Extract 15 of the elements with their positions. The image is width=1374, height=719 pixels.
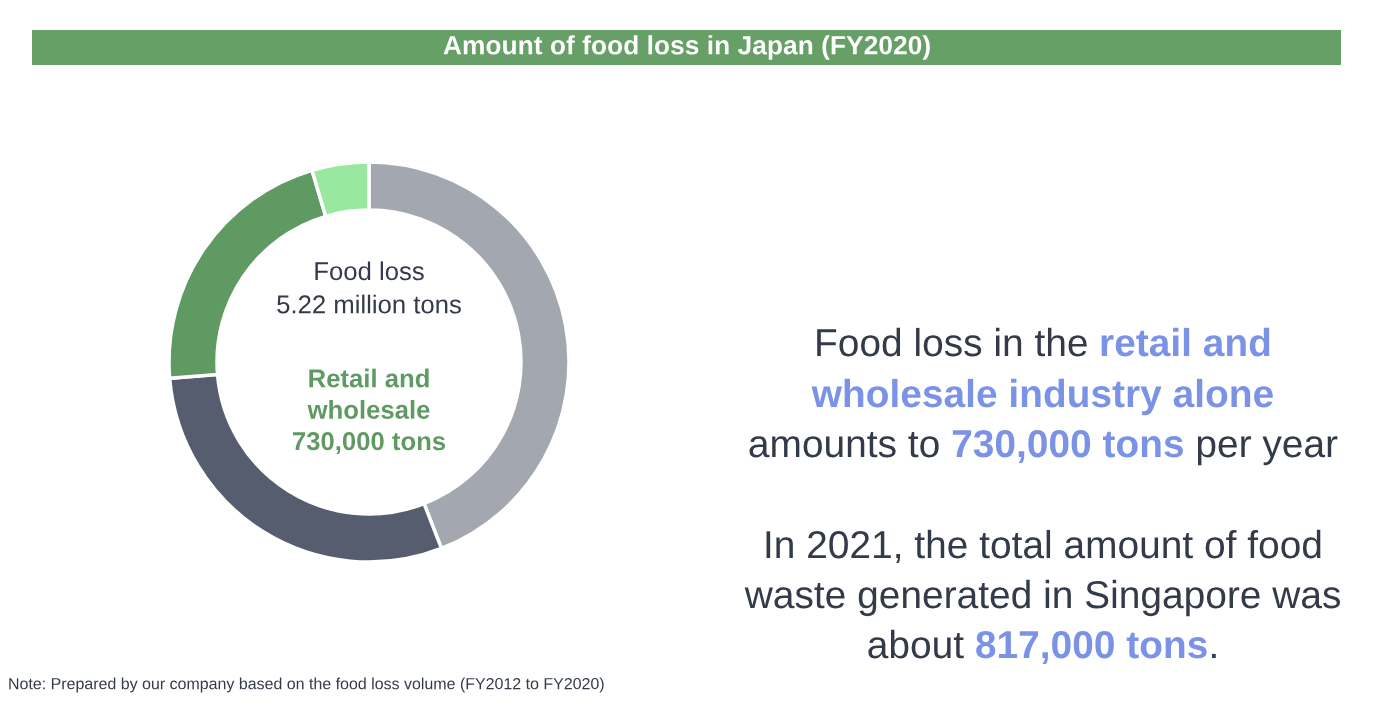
text: Note: Prepared by our company based on the food loss volume (FY2012 to FY2020): [9, 677, 604, 693]
text: per year: [1197, 436, 1338, 466]
text: wholesale industry alone: [811, 378, 1273, 416]
text: Food loss in the: [817, 327, 1087, 357]
text: Retail and wholesale 730,000 tons: [292, 368, 446, 455]
text: about: [868, 629, 964, 659]
text: 730,000 tons: [952, 429, 1183, 464]
text: Food loss 5.22 million tons: [277, 261, 461, 314]
text: amounts to: [749, 431, 939, 458]
text: .: [1212, 653, 1216, 659]
text: retail and: [1101, 327, 1270, 357]
text: 817,000 tons: [976, 630, 1207, 665]
text: Amount of food loss in Japan (FY2020): [443, 35, 930, 60]
text: waste generated in Singapore was: [744, 579, 1341, 617]
text: In 2021, the total amount of food: [766, 529, 1321, 564]
